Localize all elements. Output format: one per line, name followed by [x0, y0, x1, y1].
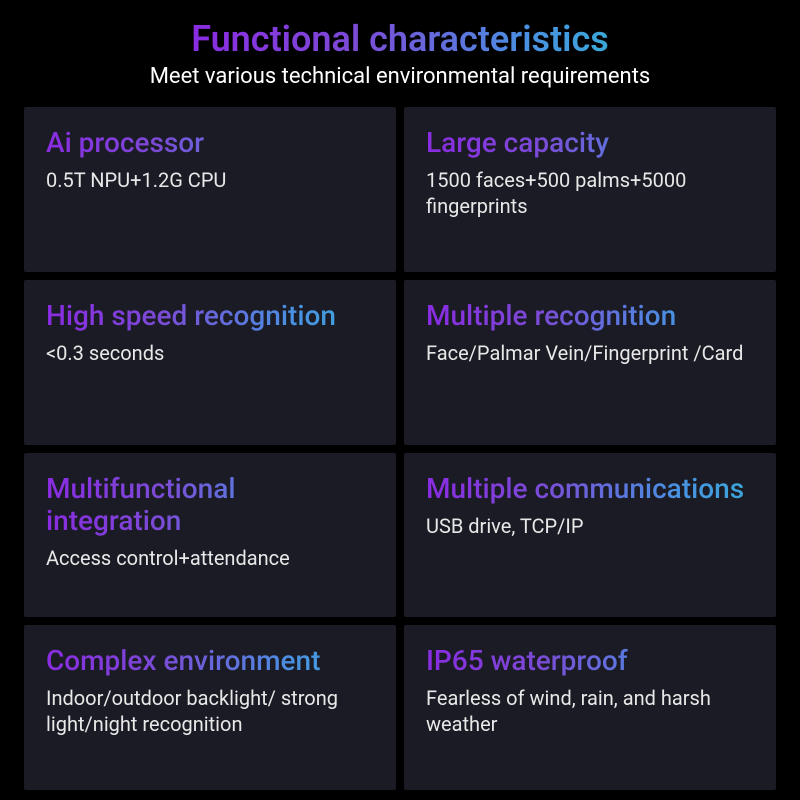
- card-desc: Face/Palmar Vein/Fingerprint /Card: [426, 340, 754, 366]
- feature-card: Ai processor 0.5T NPU+1.2G CPU: [24, 107, 396, 272]
- card-title: Complex environment: [46, 645, 374, 677]
- card-desc: Fearless of wind, rain, and harsh weathe…: [426, 685, 754, 737]
- card-desc: Indoor/outdoor backlight/ strong light/n…: [46, 685, 374, 737]
- card-desc: 1500 faces+500 palms+5000 fingerprints: [426, 167, 754, 219]
- card-desc: USB drive, TCP/IP: [426, 513, 754, 539]
- feature-card: Multiple communications USB drive, TCP/I…: [404, 453, 776, 618]
- card-desc: Access control+attendance: [46, 545, 374, 571]
- card-title: IP65 waterproof: [426, 645, 754, 677]
- card-title: Ai processor: [46, 127, 374, 159]
- feature-card: Complex environment Indoor/outdoor backl…: [24, 625, 396, 790]
- card-title: Large capacity: [426, 127, 754, 159]
- feature-card: High speed recognition <0.3 seconds: [24, 280, 396, 445]
- card-title: High speed recognition: [46, 300, 374, 332]
- page-title: Functional characteristics: [191, 18, 609, 60]
- card-desc: <0.3 seconds: [46, 340, 374, 366]
- feature-card: Multiple recognition Face/Palmar Vein/Fi…: [404, 280, 776, 445]
- card-desc: 0.5T NPU+1.2G CPU: [46, 167, 374, 193]
- page: Functional characteristics Meet various …: [0, 0, 800, 800]
- card-title: Multiple recognition: [426, 300, 754, 332]
- page-subtitle: Meet various technical environmental req…: [10, 64, 790, 89]
- feature-card: Large capacity 1500 faces+500 palms+5000…: [404, 107, 776, 272]
- feature-card: IP65 waterproof Fearless of wind, rain, …: [404, 625, 776, 790]
- header: Functional characteristics Meet various …: [10, 18, 790, 89]
- feature-grid: Ai processor 0.5T NPU+1.2G CPU Large cap…: [10, 107, 790, 790]
- card-title: Multiple communications: [426, 473, 754, 505]
- card-title: Multifunctional integration: [46, 473, 374, 537]
- feature-card: Multifunctional integration Access contr…: [24, 453, 396, 618]
